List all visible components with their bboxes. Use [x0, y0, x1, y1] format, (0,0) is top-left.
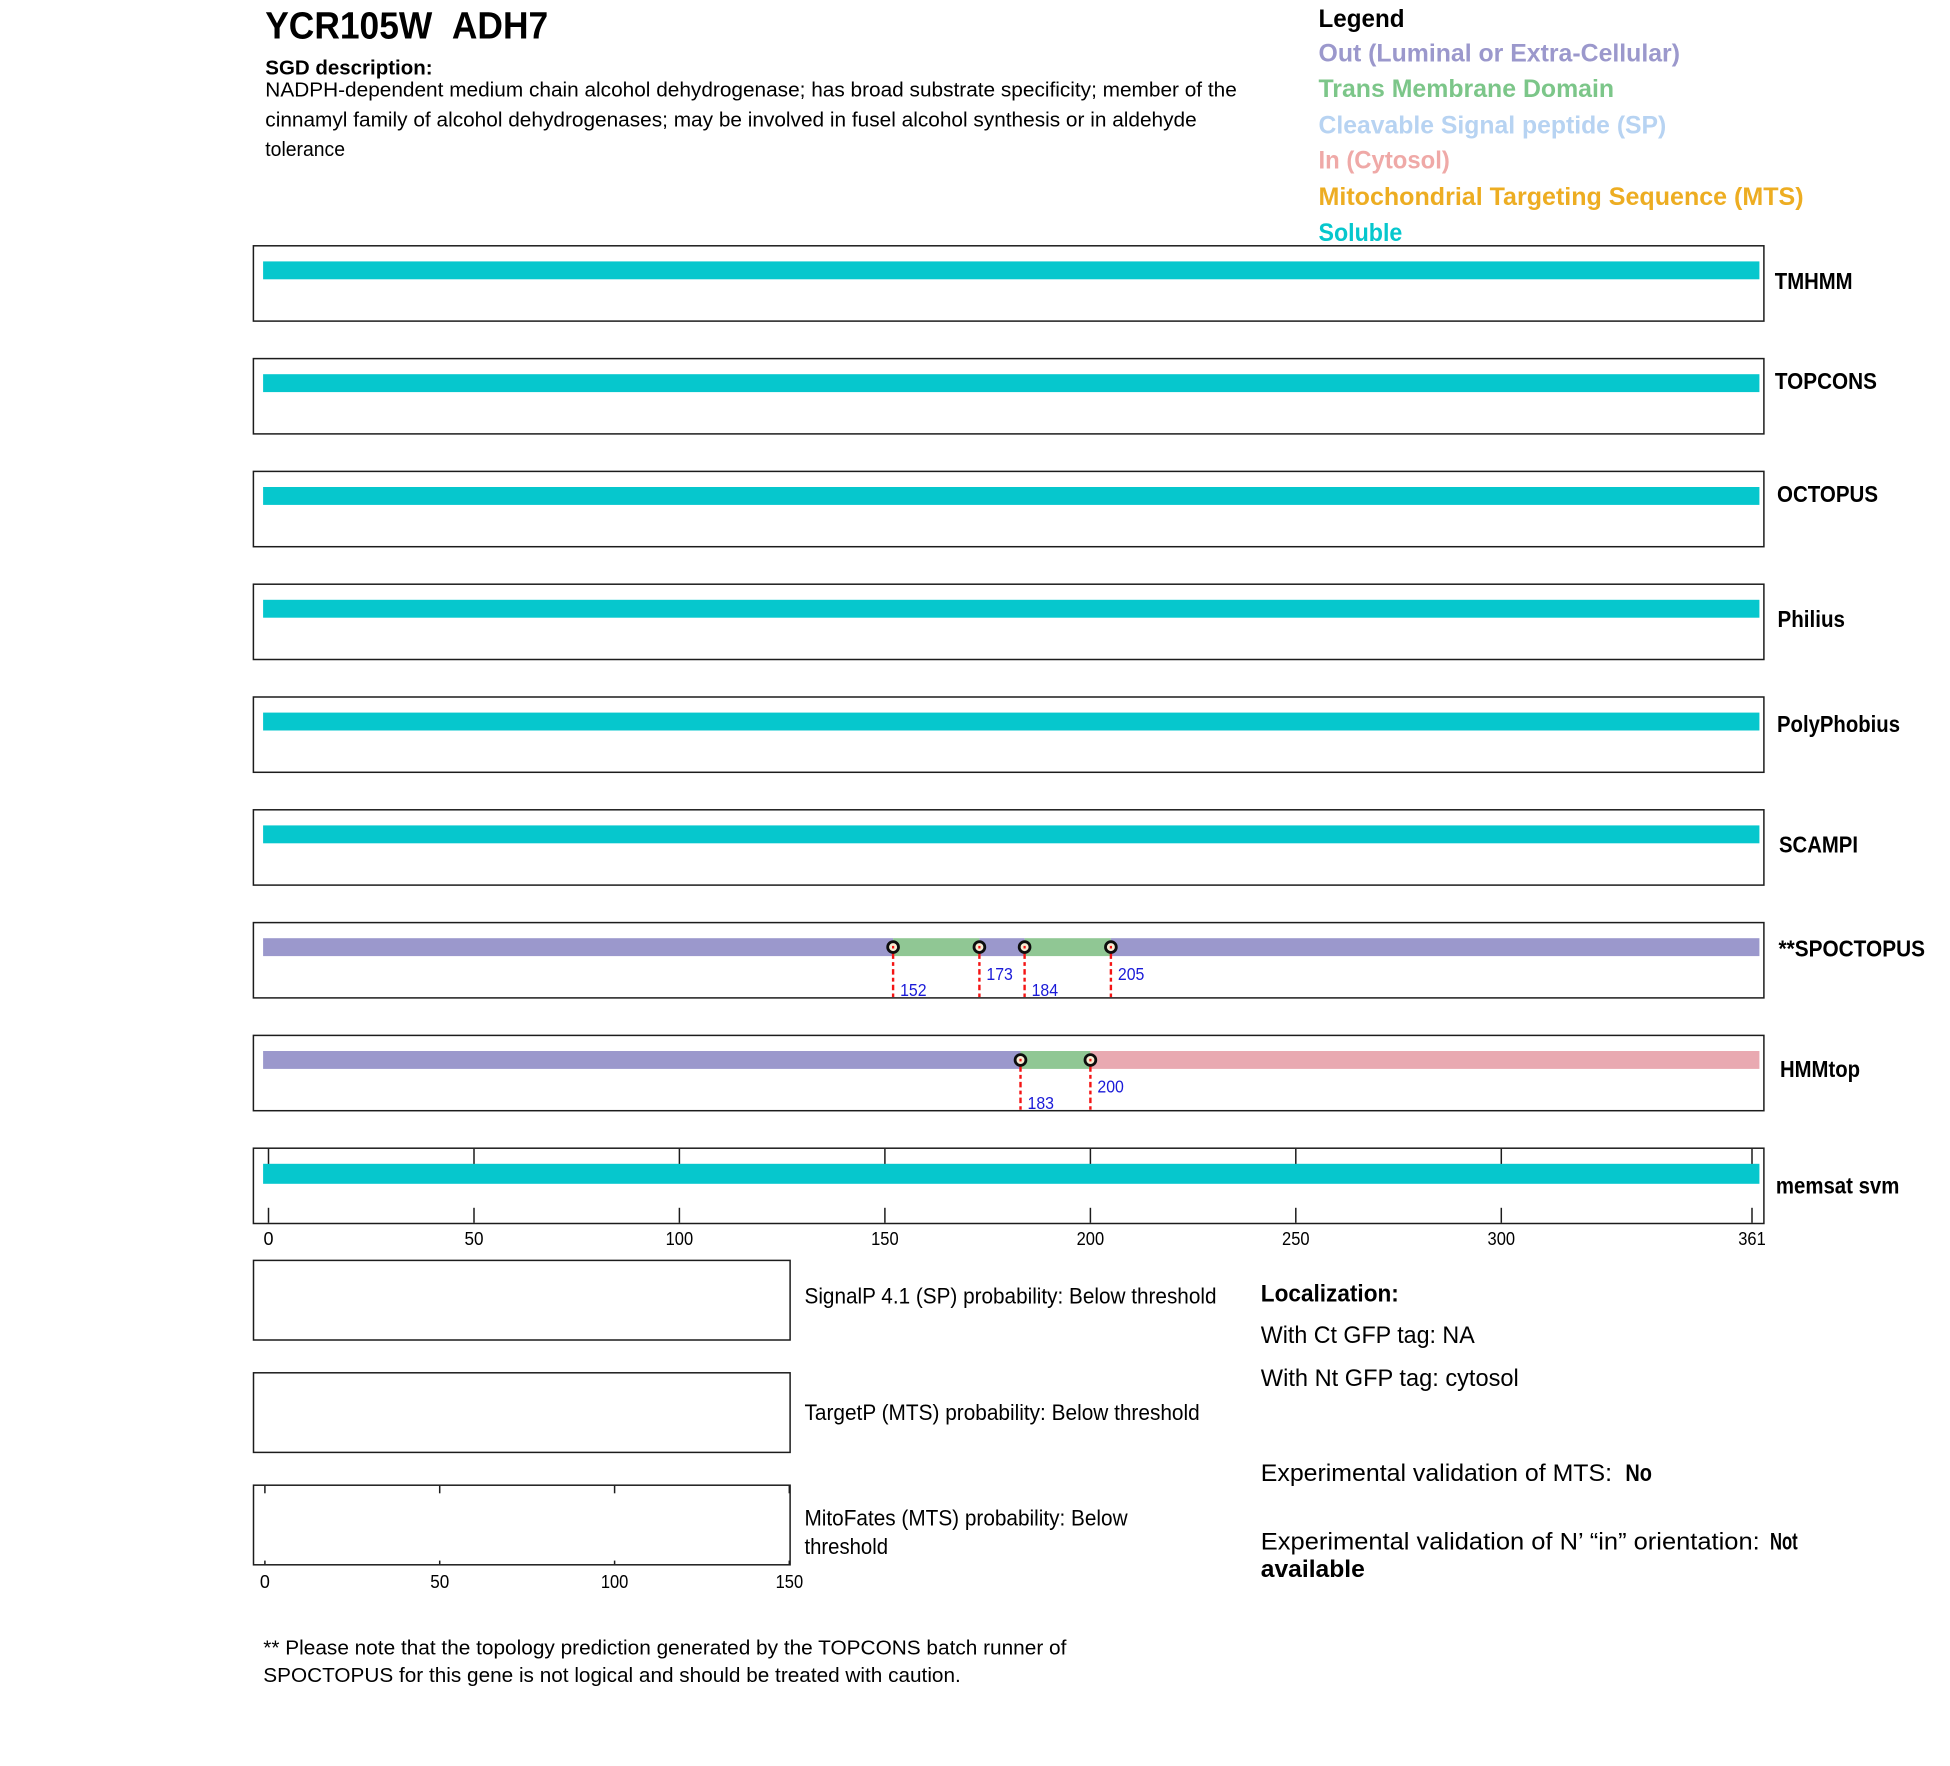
svg-text:Legend: Legend [1319, 5, 1405, 33]
svg-text:TMHMM: TMHMM [1775, 268, 1853, 294]
svg-text:173: 173 [986, 964, 1013, 984]
svg-text:memsat svm: memsat svm [1776, 1172, 1900, 1198]
svg-text:SignalP 4.1 (SP) probability:: SignalP 4.1 (SP) probability: Below thre… [805, 1284, 1217, 1309]
svg-text:205: 205 [1118, 964, 1145, 984]
svg-text:HMMtop: HMMtop [1780, 1056, 1860, 1082]
svg-text:TargetP (MTS) probability: Bel: TargetP (MTS) probability: Below thresho… [805, 1400, 1200, 1425]
svg-text:SGD description:: SGD description: [265, 57, 432, 80]
svg-text:184: 184 [1032, 980, 1059, 1000]
svg-text:threshold: threshold [805, 1534, 889, 1559]
svg-text:available: available [1261, 1556, 1365, 1583]
svg-text:Cleavable Signal peptide (SP): Cleavable Signal peptide (SP) [1319, 111, 1667, 139]
svg-text:300: 300 [1488, 1228, 1516, 1249]
svg-text:tolerance: tolerance [265, 138, 345, 161]
svg-text:152: 152 [900, 980, 927, 1000]
svg-text:No: No [1625, 1460, 1652, 1487]
svg-text:50: 50 [465, 1228, 484, 1249]
svg-text:200: 200 [1077, 1228, 1105, 1249]
svg-text:MitoFates (MTS) probability: B: MitoFates (MTS) probability: Below [805, 1506, 1129, 1531]
svg-text:Mitochondrial Targeting Sequen: Mitochondrial Targeting Sequence (MTS) [1319, 183, 1804, 211]
svg-text:In (Cytosol): In (Cytosol) [1319, 147, 1450, 175]
svg-text:361: 361 [1738, 1228, 1766, 1249]
svg-text:200: 200 [1097, 1077, 1124, 1097]
svg-text:Localization:: Localization: [1261, 1281, 1399, 1308]
svg-text:NADPH-dependent medium chain a: NADPH-dependent medium chain alcohol deh… [265, 79, 1237, 102]
svg-text:TOPCONS: TOPCONS [1775, 368, 1877, 394]
svg-text:183: 183 [1028, 1093, 1055, 1113]
svg-text:With Ct GFP tag: NA: With Ct GFP tag: NA [1261, 1322, 1475, 1349]
svg-text:100: 100 [601, 1571, 629, 1592]
svg-text:Out (Luminal or Extra-Cellular: Out (Luminal or Extra-Cellular) [1319, 40, 1681, 68]
svg-text:Trans Membrane Domain: Trans Membrane Domain [1319, 75, 1615, 103]
svg-text:150: 150 [776, 1571, 804, 1592]
svg-text:50: 50 [430, 1571, 449, 1592]
svg-text:250: 250 [1282, 1228, 1310, 1249]
svg-text:** Please note that the topolo: ** Please note that the topology predict… [263, 1636, 1066, 1659]
svg-text:0: 0 [260, 1571, 270, 1592]
svg-text:**SPOCTOPUS: **SPOCTOPUS [1779, 936, 1926, 962]
svg-text:Philius: Philius [1778, 606, 1846, 632]
svg-text:Experimental validation of N’: Experimental validation of N’ “in” orien… [1261, 1529, 1760, 1556]
svg-text:0: 0 [264, 1228, 274, 1249]
svg-text:Soluble: Soluble [1319, 219, 1403, 247]
svg-text:cinnamyl family of alcohol deh: cinnamyl family of alcohol dehydrogenase… [265, 109, 1196, 132]
svg-text:YCR105W ADH7: YCR105W ADH7 [265, 6, 548, 48]
svg-text:150: 150 [871, 1228, 899, 1249]
svg-text:SCAMPI: SCAMPI [1779, 832, 1858, 858]
svg-text:Not: Not [1770, 1529, 1798, 1556]
svg-text:Experimental validation of MTS: Experimental validation of MTS: [1261, 1460, 1612, 1487]
svg-text:SPOCTOPUS for this gene is not: SPOCTOPUS for this gene is not logical a… [263, 1664, 961, 1687]
svg-text:PolyPhobius: PolyPhobius [1777, 711, 1900, 737]
svg-text:100: 100 [666, 1228, 694, 1249]
svg-text:OCTOPUS: OCTOPUS [1777, 481, 1878, 507]
svg-text:With Nt GFP tag: cytosol: With Nt GFP tag: cytosol [1261, 1365, 1519, 1392]
